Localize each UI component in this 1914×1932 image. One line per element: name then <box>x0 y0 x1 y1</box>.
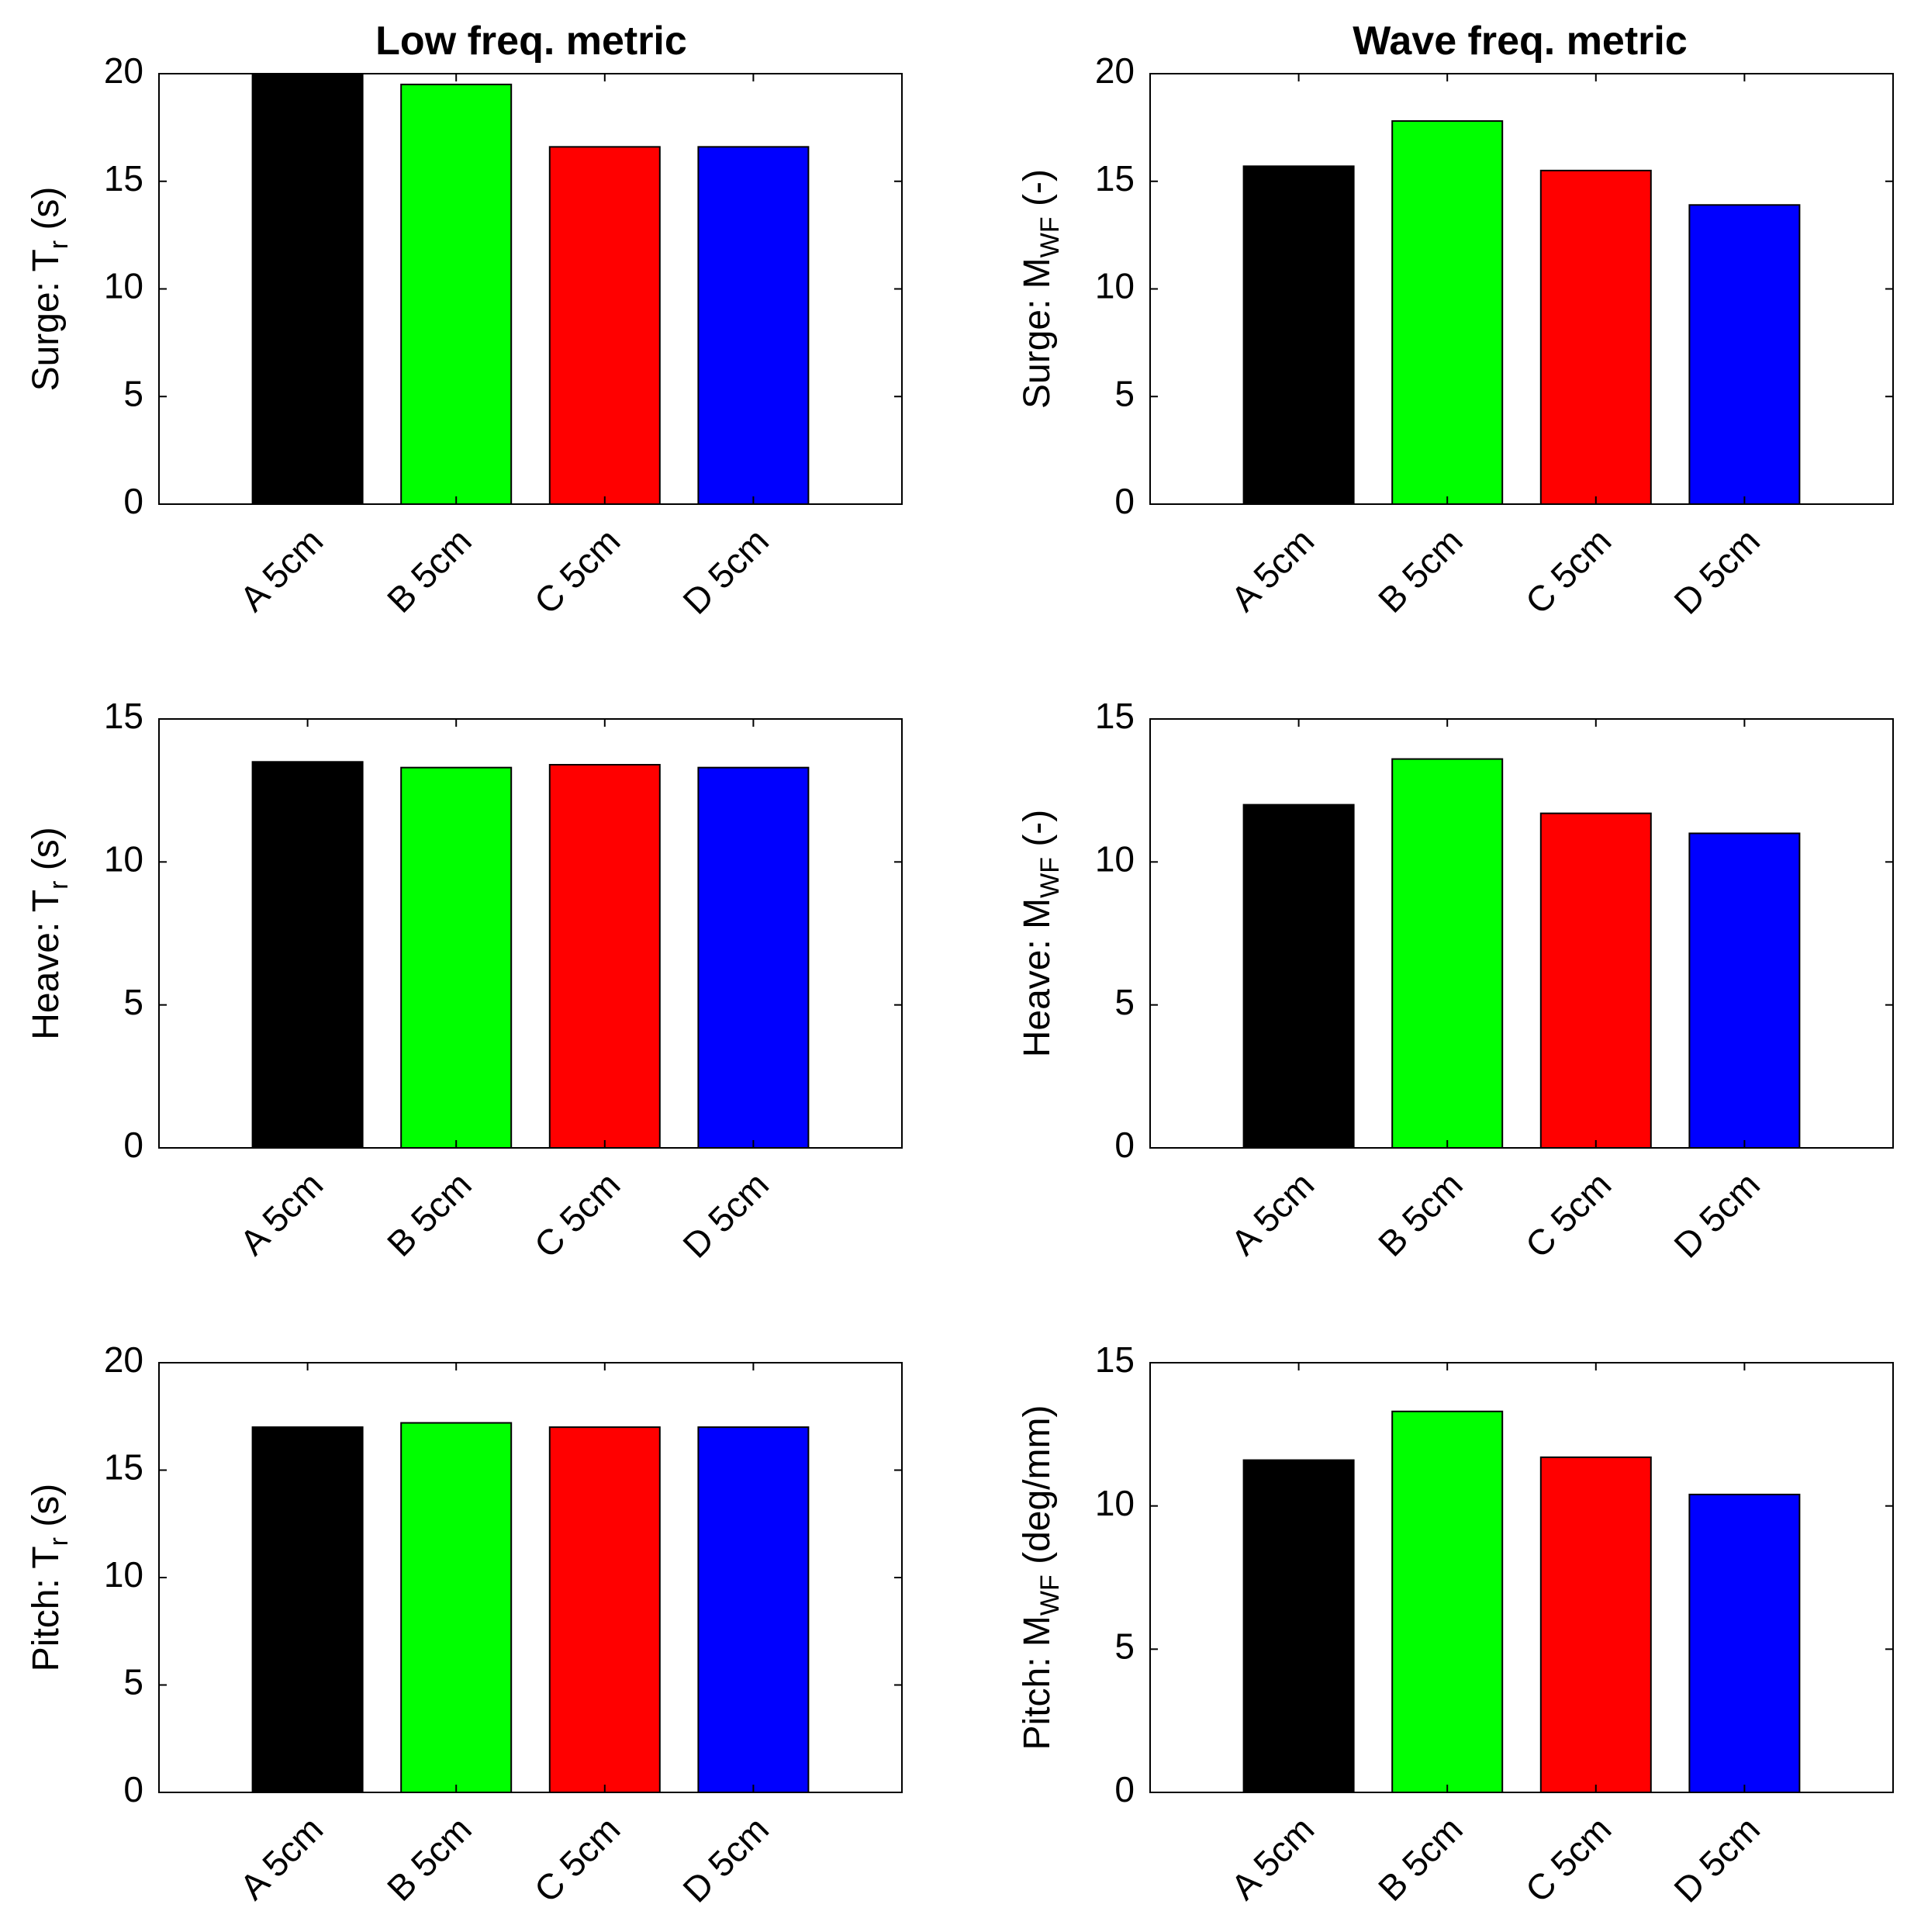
bar-d-5cm <box>697 766 810 1149</box>
bar-c-5cm <box>548 146 661 505</box>
y-axis-label-main: Surge: M <box>1017 257 1058 409</box>
y-tick-label: 10 <box>104 1554 143 1595</box>
bar-a-5cm <box>1242 165 1355 505</box>
y-axis-label: Heave: Tr (s) <box>26 827 74 1040</box>
y-axis-label-subscript: r <box>44 240 74 249</box>
bar-d-5cm <box>697 1426 810 1793</box>
bar-a-5cm <box>1242 1459 1355 1794</box>
y-tick-label: 0 <box>123 1125 143 1165</box>
bar-d-5cm <box>697 146 810 505</box>
y-axis-label-main: Heave: M <box>1017 898 1058 1057</box>
y-tick-label: 20 <box>104 1339 143 1380</box>
y-axis-label: Surge: MWF (-) <box>1017 169 1065 409</box>
y-tick-label: 10 <box>104 838 143 879</box>
y-tick-label: 0 <box>1114 481 1135 521</box>
bar-b-5cm <box>400 1422 513 1794</box>
y-tick-label: 0 <box>123 1769 143 1809</box>
y-tick-label: 5 <box>123 373 143 413</box>
y-axis-label-main: Surge: T <box>26 249 67 391</box>
y-tick-label: 5 <box>1114 982 1135 1022</box>
y-axis-label-unit: (-) <box>1017 810 1058 857</box>
y-axis-label-subscript: WF <box>1035 857 1065 898</box>
y-axis-label: Heave: MWF (-) <box>1017 810 1065 1058</box>
y-tick-label: 5 <box>1114 373 1135 413</box>
y-axis-label-unit: (s) <box>26 827 67 880</box>
bar-b-5cm <box>1391 120 1504 506</box>
bar-b-5cm <box>1391 1410 1504 1793</box>
bar-c-5cm <box>548 1426 661 1793</box>
bar-a-5cm <box>251 761 364 1149</box>
bar-b-5cm <box>1391 758 1504 1149</box>
y-tick-label: 10 <box>1095 1483 1135 1523</box>
y-axis-label-main: Pitch: M <box>1017 1616 1058 1750</box>
y-tick-label: 15 <box>1095 1339 1135 1380</box>
bar-c-5cm <box>548 763 661 1149</box>
y-tick-label: 0 <box>1114 1769 1135 1809</box>
bar-a-5cm <box>1242 804 1355 1149</box>
y-axis-label-unit: (-) <box>1017 169 1058 216</box>
y-axis-label-subscript: WF <box>1035 1574 1065 1616</box>
y-axis-label-subscript: r <box>44 881 74 890</box>
y-axis-label-unit: (deg/mm) <box>1017 1405 1058 1575</box>
y-axis-label-subscript: r <box>44 1537 74 1546</box>
y-axis-label: Pitch: Tr (s) <box>26 1484 74 1671</box>
y-tick-label: 10 <box>104 266 143 306</box>
y-tick-label: 15 <box>104 158 143 199</box>
y-axis-label: Pitch: MWF (deg/mm) <box>1017 1405 1065 1751</box>
y-tick-label: 10 <box>1095 266 1135 306</box>
y-tick-label: 5 <box>123 982 143 1022</box>
y-axis-label-unit: (s) <box>26 1484 67 1537</box>
y-tick-label: 15 <box>104 696 143 736</box>
bar-c-5cm <box>1539 169 1652 505</box>
column-title-wave-freq: Wave freq. metric <box>1353 19 1688 64</box>
column-title-low-freq: Low freq. metric <box>375 19 687 64</box>
y-tick-label: 20 <box>1095 50 1135 91</box>
y-axis-label-unit: (s) <box>26 187 67 240</box>
y-tick-label: 20 <box>104 50 143 91</box>
y-axis-label-main: Heave: T <box>26 890 67 1040</box>
bar-c-5cm <box>1539 1456 1652 1793</box>
bar-a-5cm <box>251 73 364 505</box>
bar-d-5cm <box>1688 1493 1801 1793</box>
bar-b-5cm <box>400 766 513 1149</box>
bar-a-5cm <box>251 1426 364 1793</box>
y-tick-label: 15 <box>1095 158 1135 199</box>
y-tick-label: 15 <box>1095 696 1135 736</box>
bar-d-5cm <box>1688 832 1801 1149</box>
y-tick-label: 10 <box>1095 838 1135 879</box>
y-tick-label: 15 <box>104 1447 143 1488</box>
y-tick-label: 0 <box>1114 1125 1135 1165</box>
y-tick-label: 5 <box>1114 1626 1135 1666</box>
bar-d-5cm <box>1688 204 1801 505</box>
y-tick-label: 5 <box>123 1662 143 1702</box>
y-axis-label-main: Pitch: T <box>26 1546 67 1671</box>
y-tick-label: 0 <box>123 481 143 521</box>
y-axis-label: Surge: Tr (s) <box>26 187 74 392</box>
bar-c-5cm <box>1539 812 1652 1149</box>
y-axis-label-subscript: WF <box>1035 216 1065 257</box>
bar-b-5cm <box>400 83 513 505</box>
